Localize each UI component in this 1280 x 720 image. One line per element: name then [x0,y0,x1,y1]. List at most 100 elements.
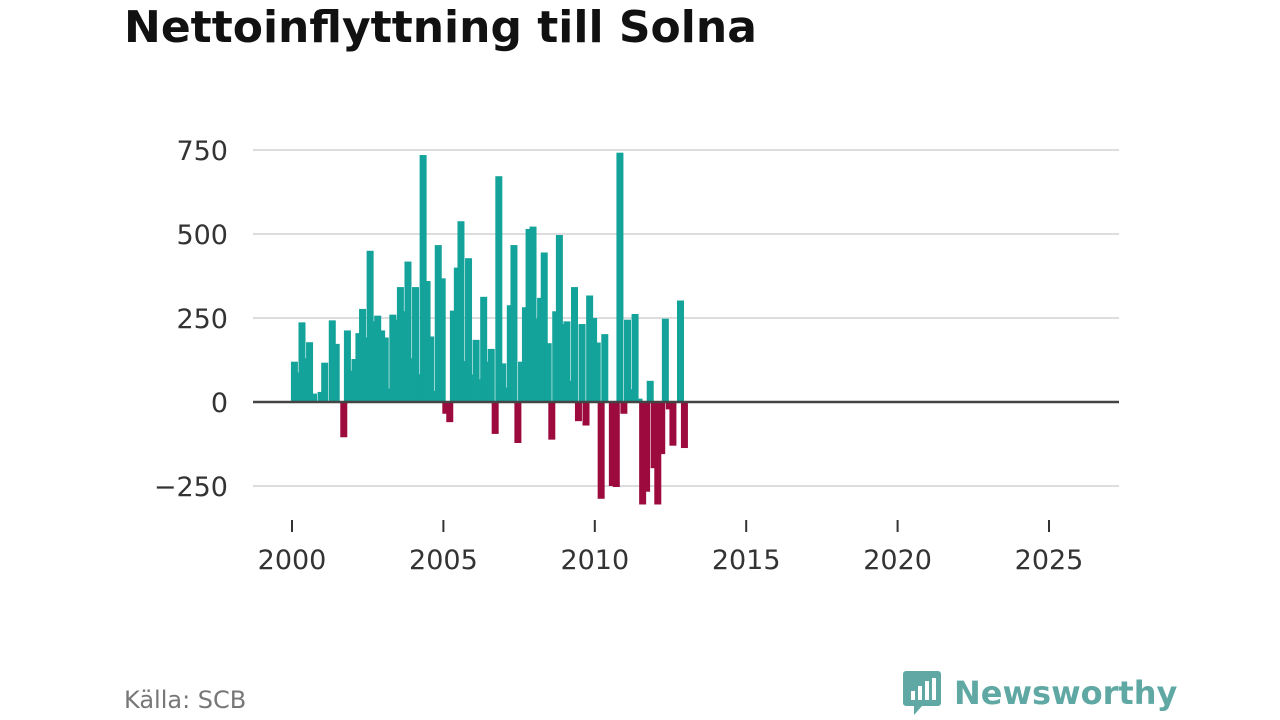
bar-positive [586,295,594,402]
bar-positive [355,333,363,402]
bar-negative [582,402,590,426]
bar-positive [502,387,510,402]
bar-negative [665,402,673,410]
bar-positive [370,321,378,402]
bar-positive [396,287,404,402]
bar-positive [294,372,302,402]
bar-positive [616,152,624,402]
bar-positive [506,305,514,402]
bar-positive [306,342,314,402]
bar-negative [680,402,688,449]
bar-positive [480,296,488,402]
bar-positive [343,330,351,402]
bar-negative [574,402,582,422]
bar-positive [567,380,575,402]
bar-positive [544,343,552,402]
x-tick-label: 2005 [409,545,478,576]
bar-positive [461,361,469,402]
bar-negative [658,402,666,455]
bar-positive [374,315,382,402]
source-note: Källa: SCB [124,686,247,714]
bar-positive [495,176,503,402]
bar-positive [453,267,461,402]
bar-positive [351,358,359,402]
bar-positive [328,320,336,402]
bar-positive [661,318,669,402]
bar-negative [442,402,450,414]
bar-positive [362,337,370,402]
bar-positive [624,319,632,402]
brand-name: Newsworthy [954,674,1178,712]
y-tick-label: 750 [176,136,228,167]
bar-positive [465,258,473,402]
bar-positive [563,321,571,402]
bar-negative [612,402,620,488]
bar-positive [404,261,412,402]
bar-positive [525,228,533,402]
x-tick-label: 2025 [1015,545,1084,576]
bar-positive [537,297,545,402]
bar-positive [412,287,420,402]
bar-negative [669,402,677,446]
bar-positive [529,226,537,402]
bar-positive [601,334,609,402]
bar-positive [559,324,567,402]
bar-positive [419,155,427,402]
bar-negative [597,402,605,499]
bar-positive [540,252,548,402]
bar-positive [571,287,579,402]
bar-positive [510,245,518,402]
chart-title: Nettoinflyttning till Solna [124,2,757,53]
y-axis-labels: −250 0 250 500 750 [154,136,228,503]
bar-positive [631,313,639,402]
bar-positive [593,342,601,402]
bar-positive [676,300,684,402]
y-tick-label: −250 [154,472,228,503]
x-tick-label: 2000 [258,545,327,576]
bar-negative [548,402,556,440]
bar-positive [457,221,465,402]
bar-positive [518,361,526,402]
bar-positive [555,235,563,402]
bar-positive [415,374,423,402]
bar-negative [639,402,647,505]
bar-positive [468,374,476,402]
bar-positive [389,314,397,402]
bar-positive [385,388,393,402]
bar-positive [408,358,416,402]
bar-positive [590,318,598,402]
bar-positive [359,308,367,402]
bar-positive [635,398,643,402]
bars [290,152,688,505]
bar-positive [521,307,529,402]
bar-positive [423,281,431,402]
bar-positive [431,390,439,402]
bar-negative [608,402,616,486]
bar-positive [332,343,340,402]
newsworthy-logo-icon [903,671,941,715]
bar-negative [491,402,499,434]
bar-positive [438,278,446,402]
x-axis: 2000 2005 2010 2015 2020 2025 [258,520,1084,576]
bar-positive [484,361,492,402]
bar-positive [627,389,635,402]
bar-negative [620,402,628,414]
y-tick-label: 250 [176,304,228,335]
bar-positive [347,370,355,402]
bar-negative [446,402,454,423]
bar-positive [487,348,495,402]
y-tick-label: 500 [176,220,228,251]
bar-positive [309,393,317,402]
bar-negative [654,402,662,505]
bar-positive [317,391,325,402]
bar-negative [650,402,658,469]
bar-positive [578,324,586,402]
bar-positive [302,358,310,402]
bar-positive [434,245,442,402]
bar-positive [552,311,560,402]
brand-logo[interactable]: Newsworthy [902,668,1177,718]
x-tick-label: 2010 [560,545,629,576]
bar-positive [298,322,306,402]
bar-positive [472,339,480,402]
x-tick-label: 2020 [863,545,932,576]
